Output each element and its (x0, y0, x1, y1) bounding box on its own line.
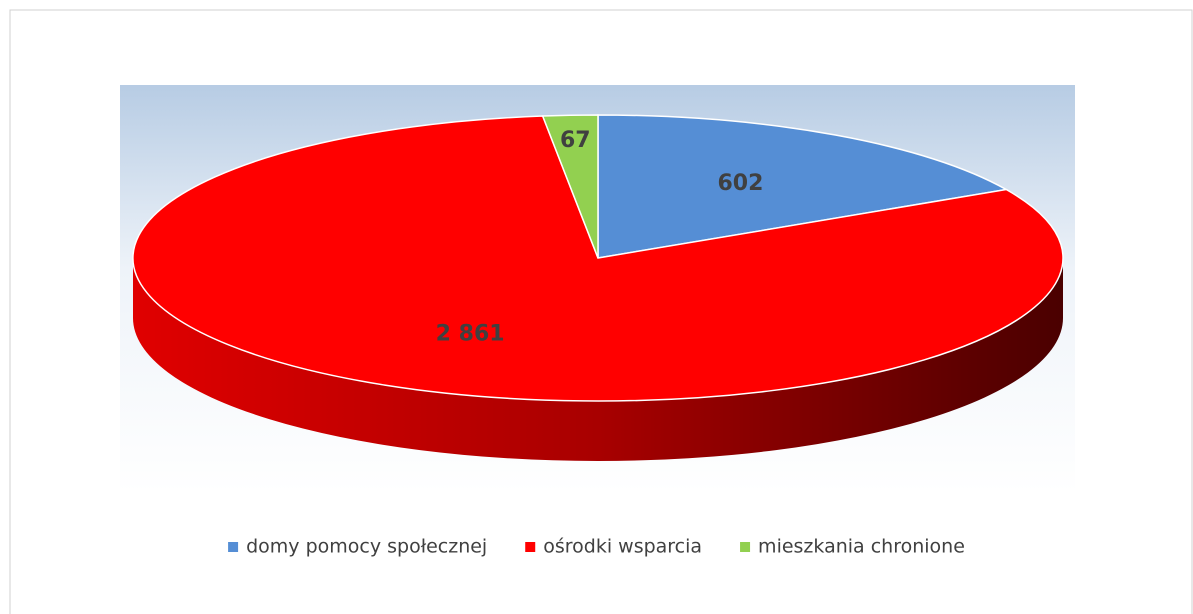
data-label: 602 (717, 171, 763, 196)
legend-swatch (228, 542, 239, 552)
pie: 602 2 861 67 (132, 114, 1064, 461)
slice-side (133, 258, 1063, 461)
data-label: 67 (560, 128, 591, 153)
legend-swatch (525, 542, 536, 552)
data-label: 2 861 (436, 321, 505, 346)
slice (132, 115, 1064, 402)
slice (541, 114, 599, 259)
legend-label: domy pomocy społecznej (246, 536, 487, 558)
legend: domy pomocy społecznej ośrodki wsparcia mi… (228, 536, 965, 558)
legend-label: mieszkania chronione (758, 536, 965, 558)
slice (597, 114, 1009, 259)
legend-label: ośrodki wsparcia (543, 536, 702, 558)
legend-swatch (740, 542, 751, 552)
frame (9, 9, 1193, 614)
